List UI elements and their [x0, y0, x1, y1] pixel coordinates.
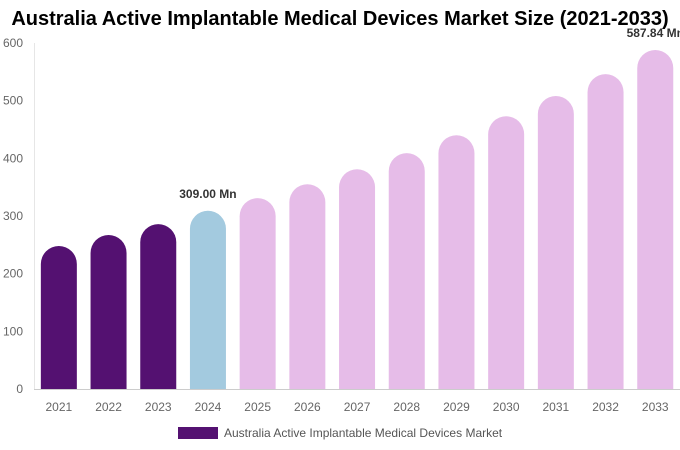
y-tick-label: 500 [3, 94, 23, 108]
y-tick-label: 100 [3, 324, 23, 338]
x-tick-label: 2028 [393, 400, 420, 414]
x-tick-label: 2023 [145, 400, 172, 414]
x-tick-label: 2029 [443, 400, 470, 414]
bar-2025 [239, 198, 276, 389]
y-tick-label: 300 [3, 209, 23, 223]
bar-2030 [488, 116, 525, 390]
legend: Australia Active Implantable Medical Dev… [178, 426, 502, 440]
x-tick-label: 2022 [95, 400, 122, 414]
x-tick-label: 2031 [542, 400, 569, 414]
y-tick-label: 400 [3, 151, 23, 165]
y-tick-label: 600 [3, 36, 23, 50]
bar-2021 [40, 245, 77, 389]
y-tick-label: 0 [16, 382, 23, 396]
data-label-2033: 587.84 Mn [627, 26, 680, 40]
legend-swatch [178, 427, 218, 439]
bar-2022 [90, 235, 127, 389]
y-tick-label: 200 [3, 267, 23, 281]
x-tick-label: 2033 [642, 400, 669, 414]
data-label-2024: 309.00 Mn [179, 187, 236, 201]
bar-2027 [339, 169, 376, 389]
bar-2032 [587, 74, 624, 389]
legend-label: Australia Active Implantable Medical Dev… [224, 426, 503, 440]
bar-2023 [140, 224, 177, 389]
bar-2029 [438, 135, 475, 389]
bar-2024 [189, 210, 226, 389]
bar-2031 [537, 96, 574, 389]
x-tick-label: 2021 [45, 400, 72, 414]
bar-2033 [637, 50, 674, 389]
x-tick-label: 2026 [294, 400, 321, 414]
x-tick-label: 2027 [344, 400, 371, 414]
x-tick-label: 2032 [592, 400, 619, 414]
bar-2026 [289, 184, 326, 389]
bar-2028 [388, 153, 425, 389]
x-tick-label: 2025 [244, 400, 271, 414]
chart-title: Australia Active Implantable Medical Dev… [11, 8, 669, 30]
x-tick-label: 2030 [493, 400, 520, 414]
x-tick-label: 2024 [195, 400, 222, 414]
